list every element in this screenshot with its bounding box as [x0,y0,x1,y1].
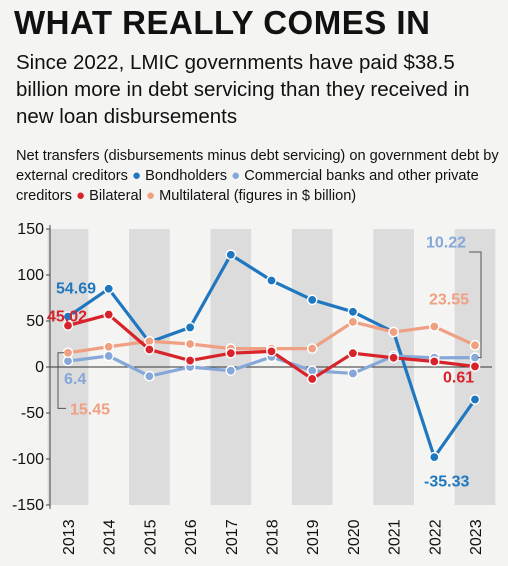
x-tick-label: 2018 [265,519,282,555]
series-point-commercial [144,370,155,382]
y-tick-label: -50 [21,405,44,422]
series-point-multilateral [469,340,481,351]
legend-dot-multilateral: ● [145,187,156,204]
series-point-bondholders [103,283,114,295]
y-tick-label: 50 [26,313,44,330]
annotation-leader-commercial-2023 [469,251,482,359]
series-point-commercial [225,365,237,376]
series-point-bilateral [469,361,481,372]
series-point-bilateral [388,352,399,364]
series-point-multilateral [103,341,114,353]
x-tick-label: 2014 [102,519,119,555]
x-tick-label: 2019 [305,519,322,555]
legend-label-bondholders: Bondholders [145,168,228,184]
x-tick-label: 2020 [346,519,363,555]
legend-label-multilateral: Multilateral (figures in $ billion) [159,188,357,204]
legend-dot-bilateral: ● [76,187,86,204]
legend-dot-bondholders: ● [132,167,142,184]
series-point-multilateral [62,347,74,359]
series-point-bondholders [428,451,440,463]
series-point-bilateral [103,309,114,320]
series-point-bilateral [347,347,359,359]
legend: Net transfers (disbursements minus debt … [16,147,504,206]
data-label-bondholders-2013: 54.69 [56,281,96,298]
subtitle: Since 2022, LMIC governments have paid $… [16,51,470,128]
legend-dot-commercial: ● [231,167,241,184]
legend-label-bilateral: Bilateral [89,188,142,204]
x-tick-label: 2023 [468,519,485,555]
series-point-bilateral [225,347,237,359]
series-point-multilateral [347,316,359,328]
series-point-bondholders [225,249,237,261]
annotation-leader-multilateral-2013 [57,352,66,409]
series-point-multilateral [306,343,318,354]
x-tick-label: 2015 [142,519,159,555]
series-point-bilateral [428,356,440,367]
series-point-bondholders [469,394,481,405]
data-label-multilateral-2023: 23.55 [429,291,469,308]
y-tick-label: 100 [17,267,44,284]
data-label-bondholders-2023: -35.33 [424,474,469,491]
series-point-bondholders [347,306,359,318]
series-point-bilateral [144,344,155,355]
series-point-bilateral [62,320,74,331]
series-point-multilateral [428,321,440,332]
legend-label-commercial: Commercial banks and other private credi… [16,168,479,204]
y-tick-label: -150 [12,497,44,514]
legend-intro: Net transfers (disbursements minus debt … [16,148,499,184]
y-tick-label: 0 [35,359,44,376]
y-tick-label: -100 [12,451,44,468]
series-point-multilateral [184,338,196,350]
data-label-commercial-2013: 6.4 [64,371,86,388]
series-point-bilateral [184,355,196,366]
data-label-bilateral-2013: 45.02 [47,309,87,326]
headline: WHAT REALLY COMES IN [14,4,431,41]
x-tick-label: 2013 [61,519,78,555]
x-tick-label: 2022 [427,519,444,555]
series-point-commercial [103,350,114,362]
x-tick-label: 2016 [183,519,200,555]
data-label-multilateral-2013: 15.45 [70,401,110,418]
series-point-bondholders [184,322,196,333]
series-point-multilateral [388,326,399,338]
series-point-bilateral [266,346,277,357]
x-tick-label: 2017 [224,519,241,555]
data-label-bilateral-2023: 0.61 [443,370,474,387]
series-point-bondholders [306,294,318,306]
series-point-commercial [347,368,359,379]
data-label-commercial-2023: 10.22 [426,234,466,251]
x-tick-label: 2021 [387,519,404,555]
series-point-bondholders [266,275,277,286]
y-tick-label: 150 [17,221,44,238]
series-point-bilateral [306,373,318,385]
